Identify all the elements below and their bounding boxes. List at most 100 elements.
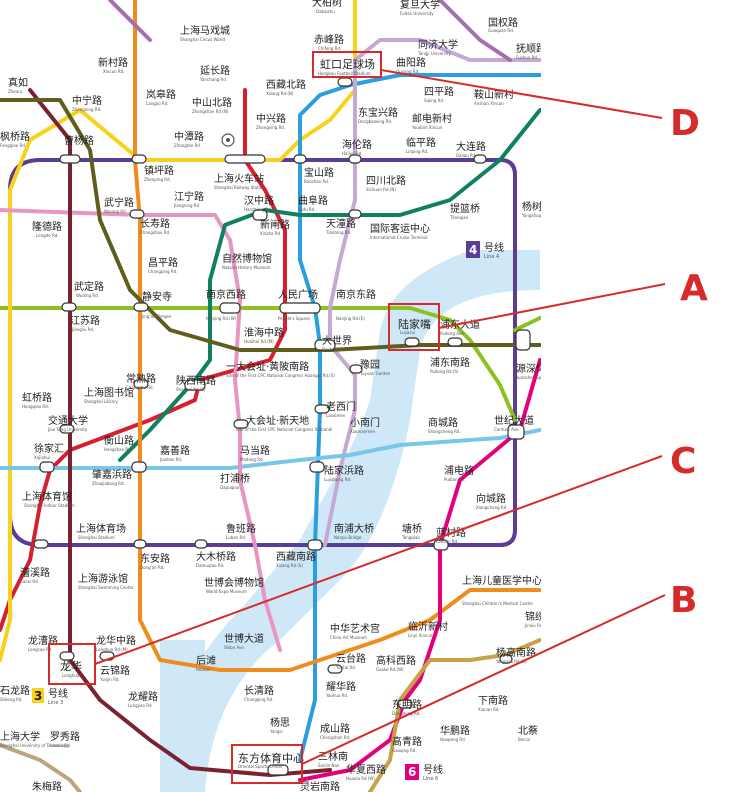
station-marker[interactable] xyxy=(349,364,363,374)
station-label[interactable]: 龙华中路 xyxy=(96,634,136,647)
station-label[interactable]: 浦东南路 xyxy=(430,356,470,369)
station-label[interactable]: 石龙路 xyxy=(0,684,30,697)
station-label[interactable]: 肇嘉浜路 xyxy=(92,468,132,481)
station-label[interactable]: 上海图书馆 xyxy=(84,386,134,399)
station-label[interactable]: 老西门 xyxy=(326,400,356,413)
station-label[interactable]: 临沂新村 xyxy=(408,620,448,633)
station-marker[interactable] xyxy=(59,651,75,661)
station-label[interactable]: 西藏北路 xyxy=(266,78,306,91)
station-label[interactable]: 向城路 xyxy=(476,492,506,505)
station-marker[interactable] xyxy=(33,539,49,549)
station-label[interactable]: 四川北路 xyxy=(366,174,406,187)
station-label[interactable]: 浦电路 xyxy=(444,464,474,477)
station-label[interactable]: 新村路 xyxy=(98,56,128,69)
station-label[interactable]: 大连路 xyxy=(456,140,486,153)
station-label[interactable]: 大世界 xyxy=(322,334,352,347)
station-label[interactable]: 中华艺术宫 xyxy=(330,622,380,635)
station-label[interactable]: 国权路 xyxy=(488,16,518,29)
station-marker[interactable] xyxy=(314,339,336,351)
station-label[interactable]: 汉中路 xyxy=(244,194,274,207)
station-label[interactable]: 杨高南路 xyxy=(496,646,536,659)
station-label[interactable]: 武定路 xyxy=(74,280,104,293)
station-marker[interactable] xyxy=(133,302,149,312)
station-label[interactable]: 自然博物馆 xyxy=(222,252,272,265)
station-marker[interactable] xyxy=(515,329,531,351)
station-marker[interactable] xyxy=(447,337,463,347)
station-marker[interactable] xyxy=(348,209,362,219)
station-label[interactable]: 豫园 xyxy=(360,358,380,371)
station-marker[interactable] xyxy=(348,154,362,164)
station-label[interactable]: 赤峰路 xyxy=(314,33,344,46)
station-label[interactable]: 一大会址·黄陂南路 xyxy=(226,360,309,373)
station-label[interactable]: 陆家浜路 xyxy=(324,464,364,477)
station-label[interactable]: 东宝兴路 xyxy=(358,106,398,119)
station-label[interactable]: 提篮桥 xyxy=(450,202,480,215)
station-marker[interactable] xyxy=(59,154,81,164)
station-marker[interactable] xyxy=(397,699,413,709)
station-marker[interactable] xyxy=(433,539,449,551)
station-label[interactable]: 海伦路 xyxy=(342,138,372,151)
station-label[interactable]: 长寿路 xyxy=(140,217,170,230)
station-label[interactable]: 江苏路 xyxy=(70,314,100,327)
station-label[interactable]: 四平路 xyxy=(424,85,454,98)
station-label[interactable]: 云台路 xyxy=(336,652,366,665)
station-label[interactable]: 龙耀路 xyxy=(128,690,158,703)
station-label[interactable]: 商城路 xyxy=(428,416,458,429)
station-label[interactable]: 枫桥路 xyxy=(0,130,30,143)
station-label[interactable]: 中潭路 xyxy=(174,130,204,143)
station-label[interactable]: 杨思 xyxy=(270,716,290,729)
station-label[interactable]: 后滩 xyxy=(196,654,216,667)
station-label[interactable]: 长清路 xyxy=(244,684,274,697)
station-label[interactable]: 徐家汇 xyxy=(34,442,64,455)
station-label[interactable]: 中宁路 xyxy=(72,94,102,107)
station-label[interactable]: 西藏南路 xyxy=(276,550,316,563)
station-label[interactable]: 延长路 xyxy=(200,64,230,77)
station-label[interactable]: 镇坪路 xyxy=(144,164,174,177)
station-label[interactable]: 南浦大桥 xyxy=(334,522,374,535)
station-label[interactable]: 虹口足球场 xyxy=(320,57,375,71)
station-marker[interactable] xyxy=(133,379,149,389)
station-marker[interactable] xyxy=(224,154,266,164)
station-marker[interactable] xyxy=(279,302,321,314)
station-label[interactable]: 耀华路 xyxy=(326,680,356,693)
station-marker[interactable] xyxy=(337,77,353,87)
station-label[interactable]: 北蔡 xyxy=(518,724,538,737)
station-label[interactable]: 复旦大学 xyxy=(400,0,440,11)
station-label[interactable]: 成山路 xyxy=(320,722,350,735)
station-label[interactable]: 昌平路 xyxy=(148,256,178,269)
station-marker[interactable] xyxy=(252,209,268,221)
station-marker[interactable] xyxy=(507,424,525,440)
station-label[interactable]: 高青路 xyxy=(392,735,422,748)
station-label[interactable]: 上海体育馆 xyxy=(22,490,72,503)
station-label[interactable]: 大木桥路 xyxy=(196,550,236,563)
station-label[interactable]: 衡山路 xyxy=(104,434,134,447)
station-label[interactable]: 塘桥 xyxy=(402,522,422,535)
station-label[interactable]: 漕溪路 xyxy=(20,566,50,579)
station-label[interactable]: 一大会址·新天地 xyxy=(236,414,309,427)
station-label[interactable]: 小南门 xyxy=(350,416,380,429)
station-marker[interactable] xyxy=(131,461,147,473)
station-label[interactable]: 嘉善路 xyxy=(160,444,190,457)
station-label[interactable]: 马当路 xyxy=(240,444,270,457)
station-label[interactable]: 人民广场 xyxy=(278,288,318,301)
station-label[interactable]: 武宁路 xyxy=(104,196,134,209)
station-label[interactable]: 国际客运中心 xyxy=(370,222,430,235)
station-label[interactable]: 上海大学 xyxy=(0,730,40,743)
station-marker[interactable] xyxy=(131,154,147,164)
station-marker[interactable] xyxy=(404,337,420,347)
station-label[interactable]: 静安寺 xyxy=(142,290,172,303)
station-label[interactable]: 世博大道 xyxy=(224,632,264,645)
station-label[interactable]: 东明路 xyxy=(392,698,422,711)
station-label[interactable]: 东方体育中心 xyxy=(238,751,304,765)
station-marker[interactable] xyxy=(59,424,75,434)
station-label[interactable]: 抚顺路 xyxy=(516,42,546,55)
station-label[interactable]: 三林南 xyxy=(318,750,348,763)
station-label[interactable]: 龙漕路 xyxy=(28,634,58,647)
station-label[interactable]: 上海马戏城 xyxy=(180,24,230,37)
station-marker[interactable] xyxy=(129,209,145,219)
station-label[interactable]: 虹桥路 xyxy=(22,391,52,404)
station-label[interactable]: 世纪大道 xyxy=(494,414,534,427)
station-label[interactable]: 天潼路 xyxy=(326,217,356,230)
station-label[interactable]: 上海火车站 xyxy=(214,172,264,185)
station-marker[interactable] xyxy=(307,539,323,551)
